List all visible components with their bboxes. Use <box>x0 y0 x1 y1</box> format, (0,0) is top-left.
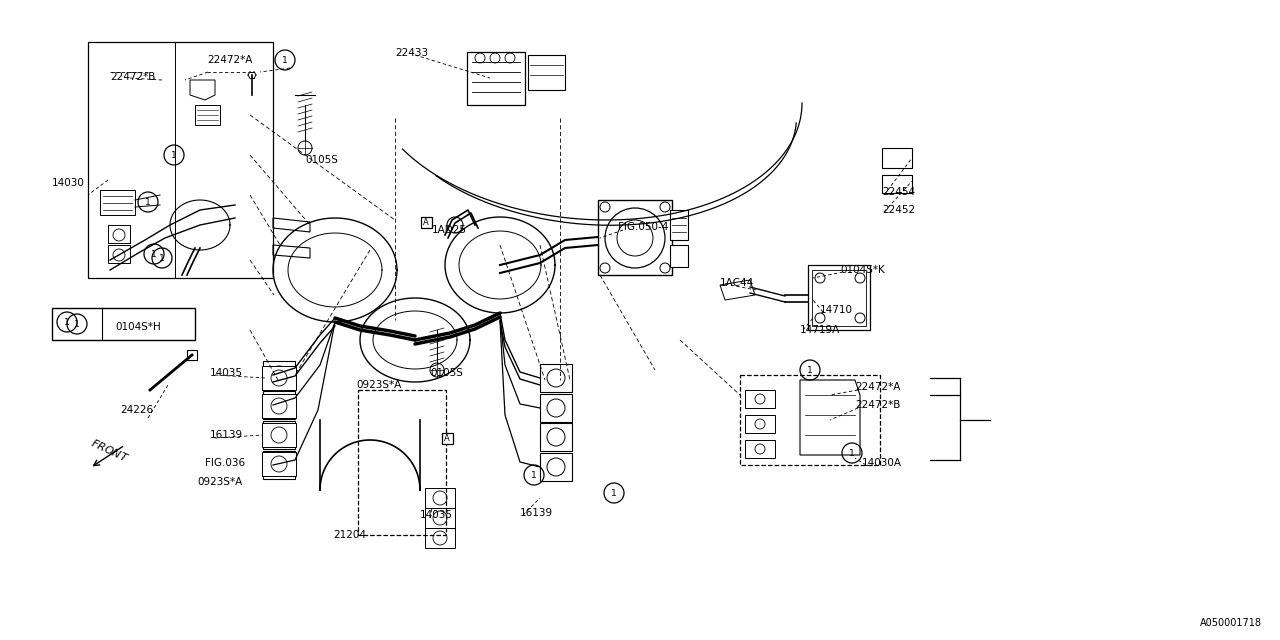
Text: 21204: 21204 <box>333 530 366 540</box>
Text: 1: 1 <box>172 150 177 159</box>
Text: 1AD25: 1AD25 <box>433 225 467 235</box>
Text: 0923S*A: 0923S*A <box>356 380 401 390</box>
Text: 22433: 22433 <box>396 48 428 58</box>
Text: FIG.036: FIG.036 <box>205 458 246 468</box>
Polygon shape <box>598 200 672 275</box>
Polygon shape <box>262 423 296 447</box>
Text: 14035: 14035 <box>210 368 243 378</box>
Text: 0105S: 0105S <box>305 155 338 165</box>
Text: 22452: 22452 <box>882 205 915 215</box>
Text: 0104S*K: 0104S*K <box>840 265 884 275</box>
Text: 22454: 22454 <box>882 187 915 197</box>
Bar <box>442 433 453 444</box>
Text: 1: 1 <box>159 253 165 262</box>
Text: 22472*A: 22472*A <box>855 382 900 392</box>
Text: 0923S*A: 0923S*A <box>197 477 242 487</box>
Text: 1AC44: 1AC44 <box>721 278 754 288</box>
Bar <box>669 210 689 240</box>
Bar <box>52 308 195 340</box>
Text: 16139: 16139 <box>210 430 243 440</box>
Text: 1: 1 <box>64 317 70 326</box>
Text: A: A <box>424 218 429 227</box>
Text: 1: 1 <box>151 250 157 259</box>
Bar <box>88 42 273 278</box>
Text: 1: 1 <box>282 56 288 65</box>
Bar <box>187 350 197 360</box>
Bar <box>108 245 131 263</box>
Text: FIG.050-4: FIG.050-4 <box>618 222 668 232</box>
Polygon shape <box>529 55 564 90</box>
Text: 14030: 14030 <box>52 178 84 188</box>
Text: A: A <box>444 433 449 442</box>
Text: 22472*B: 22472*B <box>855 400 900 410</box>
Text: 1: 1 <box>611 488 617 497</box>
Bar <box>421 216 431 227</box>
Text: 22472*B: 22472*B <box>110 72 155 82</box>
Text: 1: 1 <box>531 470 536 479</box>
Bar <box>669 245 689 267</box>
Text: 1: 1 <box>74 319 79 328</box>
Text: 1: 1 <box>145 198 151 207</box>
Text: 0105S: 0105S <box>430 368 463 378</box>
Bar <box>358 390 445 535</box>
Polygon shape <box>721 280 755 300</box>
Bar <box>882 175 913 193</box>
Polygon shape <box>808 265 870 330</box>
Text: $\it{FRONT}$: $\it{FRONT}$ <box>90 436 131 464</box>
Polygon shape <box>262 366 296 390</box>
Text: 1: 1 <box>849 449 855 458</box>
Text: 14035: 14035 <box>420 510 453 520</box>
Text: 0104S*H: 0104S*H <box>115 322 161 332</box>
Text: 22472*A: 22472*A <box>207 55 252 65</box>
Polygon shape <box>467 52 525 105</box>
Bar <box>108 225 131 243</box>
Text: A050001718: A050001718 <box>1201 618 1262 628</box>
Text: 14030A: 14030A <box>861 458 902 468</box>
Bar <box>882 148 913 168</box>
Text: 14710: 14710 <box>820 305 852 315</box>
Text: 14719A: 14719A <box>800 325 840 335</box>
Text: 1: 1 <box>808 365 813 374</box>
Polygon shape <box>262 452 296 476</box>
Text: 16139: 16139 <box>520 508 553 518</box>
Text: 24226: 24226 <box>120 405 154 415</box>
Polygon shape <box>262 394 296 418</box>
Polygon shape <box>740 375 881 465</box>
